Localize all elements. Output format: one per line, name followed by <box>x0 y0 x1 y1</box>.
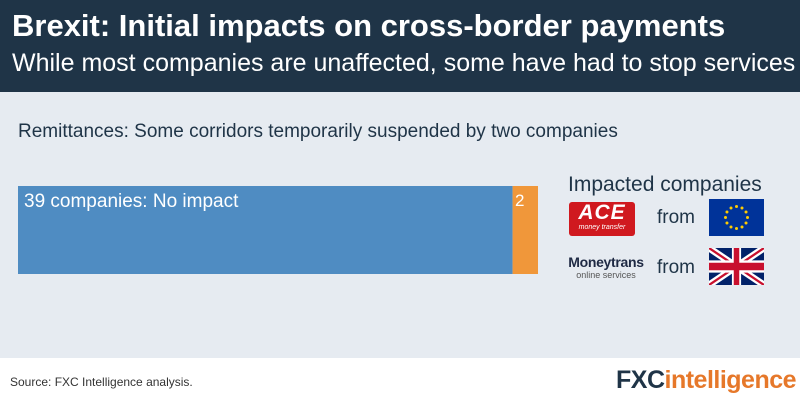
ace-logo-text: ACE <box>578 201 626 224</box>
eu-star <box>744 210 748 214</box>
uk-flag-icon <box>709 248 764 285</box>
eu-star <box>740 206 744 210</box>
eu-star <box>735 227 738 230</box>
eu-star <box>740 225 744 229</box>
ace-logo-subtext: money transfer <box>578 224 626 231</box>
eu-star <box>746 216 749 219</box>
eu-star <box>729 225 733 229</box>
moneytrans-logo-text: Moneytrans <box>568 254 644 270</box>
bar-label-no-impact: 39 companies: No impact <box>24 191 239 212</box>
moneytrans-logo: Moneytrans online services <box>566 255 646 281</box>
eu-star <box>724 216 727 219</box>
eu-star <box>725 221 729 225</box>
from-label-ace: from <box>657 207 695 228</box>
stacked-bar-chart <box>18 186 538 274</box>
ace-logo: ACE money transfer <box>569 202 635 236</box>
brand-fx: FXC <box>616 366 665 394</box>
page-title: Brexit: Initial impacts on cross-border … <box>12 8 726 43</box>
eu-star <box>735 205 738 208</box>
fxc-intelligence-logo: FXCintelligence <box>616 366 797 395</box>
brand-intelligence: intelligence <box>664 366 797 394</box>
eu-flag-icon <box>709 199 764 236</box>
moneytrans-logo-subtext: online services <box>576 270 636 280</box>
eu-star <box>744 221 748 225</box>
source-note: Source: FXC Intelligence analysis. <box>10 375 193 389</box>
page-subtitle: While most companies are unaffected, som… <box>12 49 796 77</box>
from-label-moneytrans: from <box>657 257 695 278</box>
bar-segment-impacted <box>512 186 538 274</box>
impacted-companies-title: Impacted companies <box>568 173 762 196</box>
chart-title: Remittances: Some corridors temporarily … <box>18 121 618 142</box>
eu-star <box>725 210 729 214</box>
bar-segment-no-impact <box>18 186 513 274</box>
header-banner: Brexit: Initial impacts on cross-border … <box>0 0 800 92</box>
bar-label-impacted: 2 <box>515 191 525 210</box>
eu-star <box>729 206 733 210</box>
